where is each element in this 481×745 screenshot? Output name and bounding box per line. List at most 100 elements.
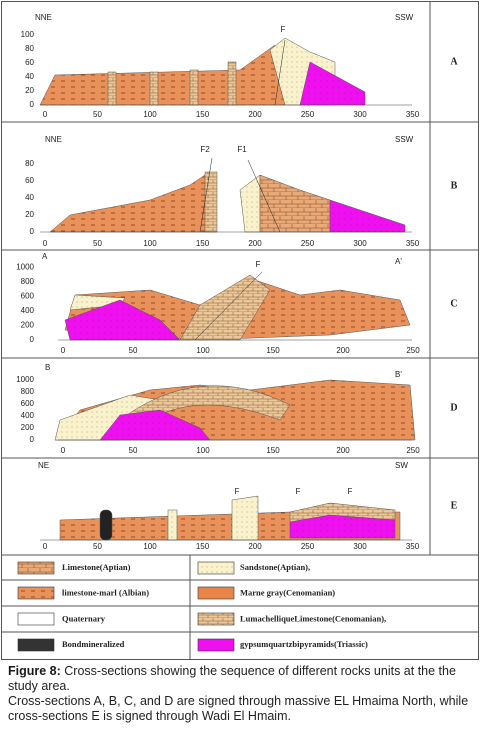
legend-entry: Marne gray(Cenomanian): [240, 588, 335, 598]
caption-note: Cross-sections A, B, C, and D are signed…: [8, 694, 469, 723]
y-tick-label: 600: [21, 292, 35, 301]
x-tick-label: 200: [248, 110, 262, 119]
section-d-shapes: [54, 379, 416, 441]
direction-left: NNE: [45, 135, 62, 144]
section-a-shapes: [39, 37, 366, 106]
y-tick-label: 60: [25, 58, 34, 67]
x-tick-label: 150: [266, 346, 280, 355]
x-tick-label: 350: [406, 239, 420, 248]
fault-label: F: [348, 487, 353, 496]
section-c-shapes: [64, 271, 411, 341]
y-tick-label: 600: [21, 399, 35, 408]
x-tick-label: 50: [93, 239, 102, 248]
x-tick-label: 300: [353, 542, 367, 551]
legend-entry: gypsumquartzbipyramids(Triassic): [240, 639, 368, 649]
y-tick-label: 400: [21, 411, 35, 420]
x-tick-label: 350: [406, 542, 420, 551]
direction-right: SW: [395, 461, 408, 470]
x-tick-label: 100: [143, 110, 157, 119]
x-tick-label: 300: [353, 110, 367, 119]
panel-label: C: [450, 298, 457, 309]
x-tick-label: 100: [143, 542, 157, 551]
panel-label: D: [450, 402, 457, 413]
y-tick-label: 0: [30, 100, 35, 109]
x-tick-label: 150: [266, 446, 280, 455]
y-tick-label: 40: [25, 72, 34, 81]
x-tick-label: 0: [61, 446, 66, 455]
x-tick-label: 150: [196, 542, 210, 551]
y-tick-label: 40: [25, 193, 34, 202]
direction-right: A': [395, 257, 402, 266]
caption-lead: Figure 8:: [8, 664, 61, 678]
caption-main: Figure 8: Cross-sections showing the seq…: [8, 664, 474, 694]
direction-left: A: [42, 252, 48, 261]
y-tick-label: 0: [30, 227, 35, 236]
y-tick-label: 1000: [16, 375, 34, 384]
x-tick-label: 200: [248, 239, 262, 248]
x-tick-label: 50: [129, 446, 138, 455]
direction-right: SSW: [395, 135, 414, 144]
x-tick-label: 50: [129, 346, 138, 355]
legend-entry: Bondmineralized: [62, 639, 125, 649]
x-tick-label: 250: [406, 446, 420, 455]
y-tick-label: 0: [30, 335, 35, 344]
fault-label: F: [281, 25, 286, 34]
legend-swatches: [17, 561, 235, 652]
direction-right: SSW: [395, 13, 414, 22]
fault-label: F2: [200, 145, 210, 154]
caption: Figure 8: Cross-sections showing the seq…: [8, 664, 474, 724]
x-tick-label: 100: [196, 346, 210, 355]
x-tick-label: 50: [93, 542, 102, 551]
panel-label: A: [450, 56, 458, 67]
caption-text: Cross-sections showing the sequence of d…: [8, 664, 456, 693]
fault-label: F: [256, 260, 261, 269]
x-tick-label: 250: [301, 239, 315, 248]
x-tick-label: 300: [353, 239, 367, 248]
y-tick-label: 20: [25, 210, 34, 219]
y-tick-label: 800: [21, 277, 35, 286]
x-tick-label: 200: [248, 542, 262, 551]
legend-entry: limestone-marl (Albian): [62, 588, 149, 598]
direction-left: B: [45, 363, 50, 372]
legend-entry: Limestone(Aptian): [62, 562, 131, 572]
y-tick-label: 80: [25, 44, 34, 53]
panel-label: E: [451, 500, 458, 511]
y-tick-label: 400: [21, 306, 35, 315]
x-tick-label: 250: [301, 110, 315, 119]
legend-entry: Quaternary: [62, 613, 106, 623]
x-tick-label: 150: [196, 110, 210, 119]
fault-label: F: [296, 487, 301, 496]
x-tick-label: 200: [336, 346, 350, 355]
x-tick-label: 150: [196, 239, 210, 248]
y-tick-label: 200: [21, 423, 35, 432]
direction-left: NE: [38, 461, 49, 470]
y-tick-label: 20: [25, 86, 34, 95]
legend-entry: Sandstone(Aptian),: [240, 562, 310, 572]
legend-entry: LumachelliqueLimestone(Cenomanian),: [240, 613, 386, 623]
y-tick-label: 80: [25, 159, 34, 168]
y-tick-label: 60: [25, 176, 34, 185]
x-tick-label: 0: [61, 346, 66, 355]
direction-left: NNE: [35, 13, 52, 22]
x-tick-label: 250: [406, 346, 420, 355]
fault-label: F: [235, 487, 240, 496]
y-tick-label: 200: [21, 321, 35, 330]
direction-right: B': [395, 370, 402, 379]
y-tick-label: 1000: [16, 263, 34, 272]
x-tick-label: 250: [301, 542, 315, 551]
x-tick-label: 350: [406, 110, 420, 119]
y-tick-label: 800: [21, 387, 35, 396]
x-tick-label: 100: [196, 446, 210, 455]
x-tick-label: 0: [43, 542, 48, 551]
panel-label: B: [451, 180, 458, 191]
x-tick-label: 0: [43, 110, 48, 119]
x-tick-label: 200: [336, 446, 350, 455]
section-e-shapes: [59, 495, 401, 541]
section-b-shapes: [49, 157, 406, 233]
y-tick-label: 0: [30, 435, 35, 444]
x-tick-label: 0: [43, 239, 48, 248]
x-tick-label: 100: [143, 239, 157, 248]
x-tick-label: 50: [93, 110, 102, 119]
